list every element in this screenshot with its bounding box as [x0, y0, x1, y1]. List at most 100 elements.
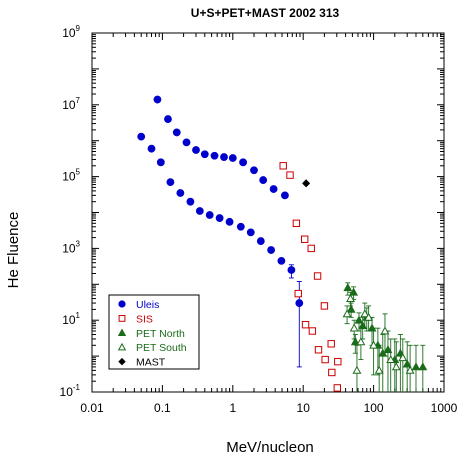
data-point — [295, 299, 304, 307]
data-point — [405, 365, 415, 374]
legend-marker — [117, 342, 127, 351]
data-point — [292, 219, 301, 228]
x-tick-label: 1000 — [431, 401, 458, 415]
data-point — [301, 320, 310, 329]
legend-box — [108, 294, 200, 370]
legend-label: SIS — [136, 313, 153, 325]
data-point — [259, 176, 268, 184]
data-point — [195, 207, 204, 215]
data-point — [352, 365, 362, 374]
data-point — [346, 304, 356, 313]
data-point — [307, 244, 315, 253]
series-pet-south — [342, 291, 415, 392]
data-point — [418, 362, 428, 371]
data-point — [200, 150, 209, 159]
data-point — [286, 171, 294, 179]
y-tick-label: 105 — [62, 168, 80, 184]
x-tick-label: 1 — [229, 401, 236, 415]
data-point — [166, 178, 175, 187]
data-point — [327, 340, 335, 348]
data-point — [236, 222, 245, 231]
data-point — [356, 337, 366, 346]
data-point — [314, 346, 323, 354]
data-point — [349, 323, 359, 332]
legend-marker — [118, 357, 126, 366]
data-point — [267, 246, 276, 254]
data-point — [137, 132, 146, 141]
legend-marker — [118, 300, 126, 308]
data-point — [391, 362, 401, 371]
legend-label: PET South — [136, 342, 187, 354]
data-point — [279, 162, 287, 170]
data-point — [220, 153, 228, 161]
data-point — [225, 217, 234, 226]
legend-label: Uleis — [136, 299, 159, 311]
data-point — [343, 283, 353, 292]
data-point — [256, 237, 265, 245]
data-point — [186, 197, 195, 206]
data-point — [334, 357, 342, 366]
data-point — [153, 95, 162, 104]
data-point — [342, 309, 352, 318]
series-sis — [279, 162, 342, 392]
legend-label: PET North — [136, 328, 185, 340]
legend-marker — [117, 328, 127, 336]
data-point — [246, 228, 255, 237]
data-point — [364, 312, 374, 321]
data-point — [374, 365, 384, 374]
data-point — [192, 146, 200, 154]
data-point — [383, 345, 393, 354]
legend-marker — [118, 315, 126, 322]
data-point — [380, 326, 390, 335]
data-point — [182, 138, 191, 147]
y-tick-label: 10-1 — [60, 383, 81, 399]
data-point — [321, 355, 329, 364]
data-point — [228, 154, 237, 162]
data-point — [176, 189, 185, 197]
data-point — [398, 353, 408, 362]
data-point — [320, 302, 329, 310]
axis-ticks: 0.01 0.1 1 10 100 1000 10-1 101 103 105 107 109 — [60, 24, 458, 415]
data-point — [277, 256, 286, 265]
data-point — [294, 289, 302, 298]
series-mast — [302, 179, 311, 188]
x-tick-label: 0.1 — [154, 401, 171, 415]
data-point — [215, 214, 224, 222]
data-point — [313, 272, 322, 280]
data-point — [328, 368, 336, 377]
data-point — [172, 128, 181, 137]
series-uleis — [137, 95, 304, 368]
data-point — [411, 362, 421, 371]
x-tick-label: 0.01 — [80, 401, 104, 415]
data-point — [281, 191, 289, 200]
data-point — [156, 158, 165, 167]
data-point — [250, 166, 258, 175]
data-point — [205, 211, 214, 219]
data-point — [210, 151, 219, 160]
data-point — [386, 354, 396, 363]
y-tick-label: 103 — [62, 239, 80, 255]
legend-label: MAST — [136, 357, 166, 369]
data-point — [164, 115, 172, 123]
data-point — [350, 337, 360, 346]
data-point — [300, 235, 309, 243]
data-point — [147, 144, 156, 153]
y-tick-label: 107 — [62, 96, 80, 112]
x-axis-title: MeV/nucleon — [226, 439, 314, 456]
data-point — [369, 340, 379, 349]
x-tick-label: 100 — [364, 401, 384, 415]
legend: Uleis SIS PET North PET South MAST — [108, 294, 200, 370]
data-layer — [137, 95, 428, 392]
x-tick-label: 10 — [297, 401, 311, 415]
data-point — [360, 309, 370, 318]
y-tick-label: 101 — [62, 311, 80, 327]
data-point — [269, 185, 278, 193]
data-point — [302, 179, 311, 188]
data-point — [287, 266, 296, 274]
data-point — [354, 315, 364, 324]
data-point — [308, 327, 317, 335]
data-point — [402, 359, 412, 368]
y-axis-title: He Fluence — [5, 212, 22, 289]
